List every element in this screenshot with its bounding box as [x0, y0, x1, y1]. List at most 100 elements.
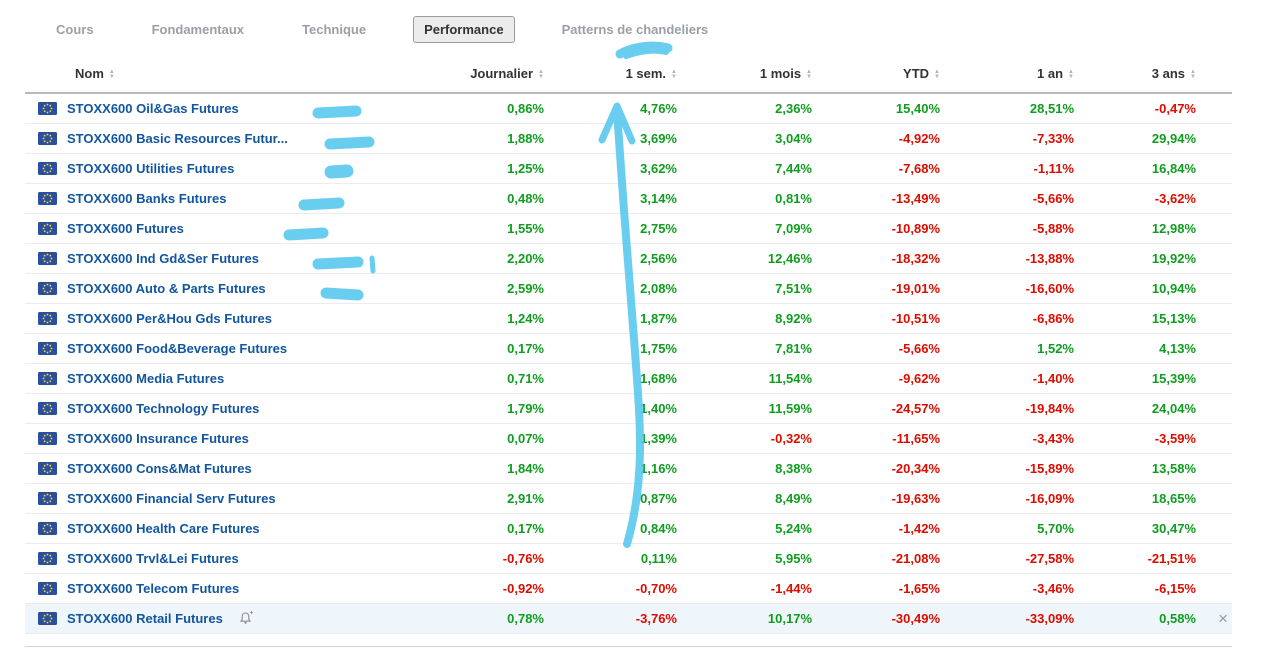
value-cell: -15,89% — [948, 453, 1082, 484]
column-label: YTD — [903, 66, 930, 81]
tab-technique[interactable]: Technique — [291, 16, 377, 43]
alert-bell-plus-icon[interactable] — [239, 611, 254, 625]
column-header-1-mois[interactable]: 1 mois ▲ ▼ — [685, 55, 820, 94]
instrument-cell: STOXX600 Ind Gd&Ser Futures — [25, 251, 430, 266]
tab-patterns-de-chandeliers[interactable]: Patterns de chandeliers — [551, 16, 720, 43]
instrument-name[interactable]: STOXX600 Health Care Futures — [67, 520, 260, 536]
value-cell: -1,11% — [948, 153, 1082, 184]
value-cell: 7,51% — [685, 273, 820, 304]
row-actions-cell — [1204, 573, 1232, 604]
table-row[interactable]: STOXX600 Banks Futures 0,48% 3,14% 0,81% -13… — [25, 183, 1232, 214]
instrument-name[interactable]: STOXX600 Auto & Parts Futures — [67, 280, 266, 296]
table-row[interactable]: STOXX600 Futures 1,55% 2,75% 7,09% -10,89% -5… — [25, 213, 1232, 244]
table-row[interactable]: STOXX600 Media Futures 0,71% 1,68% 11,54% -9… — [25, 363, 1232, 394]
instrument-cell: STOXX600 Media Futures — [25, 371, 430, 386]
table-row[interactable]: STOXX600 Technology Futures 1,79% 1,40% 11,… — [25, 393, 1232, 424]
instrument-name[interactable]: STOXX600 Telecom Futures — [67, 580, 240, 596]
table-header: Nom ▲ ▼ Journalier ▲ ▼ 1 sem. ▲ ▼ 1 mois ▲ ▼ YTD ▲ ▼ 1 … — [25, 55, 1232, 94]
table-row[interactable]: STOXX600 Food&Beverage Futures 0,17% 1,75%… — [25, 333, 1232, 364]
eu-flag-icon — [38, 191, 57, 205]
eu-flag-icon — [38, 401, 57, 415]
value-cell: 3,62% — [552, 153, 685, 184]
value-cell: -1,44% — [685, 573, 820, 604]
value-cell: 15,39% — [1082, 363, 1204, 394]
sort-icon[interactable]: ▲ ▼ — [1190, 68, 1196, 80]
value-cell: 11,59% — [685, 393, 820, 424]
eu-flag-icon — [38, 161, 57, 175]
close-icon[interactable]: × — [1218, 608, 1228, 628]
sort-icon[interactable]: ▲ ▼ — [108, 68, 115, 80]
instrument-name[interactable]: STOXX600 Trvl&Lei Futures — [67, 550, 239, 566]
instrument-name[interactable]: STOXX600 Ind Gd&Ser Futures — [67, 250, 259, 266]
instrument-name[interactable]: STOXX600 Food&Beverage Futures — [67, 340, 288, 356]
row-actions-cell — [1204, 273, 1232, 304]
instrument-name[interactable]: STOXX600 Utilities Futures — [67, 160, 235, 176]
table-row[interactable]: STOXX600 Retail Futures 0,78% -3,76% 10,17%… — [25, 603, 1232, 634]
instrument-cell: STOXX600 Per&Hou Gds Futures — [25, 311, 430, 326]
value-cell: -0,47% — [1082, 93, 1204, 124]
sort-icon[interactable]: ▲ ▼ — [671, 68, 677, 80]
value-cell: 1,24% — [430, 303, 552, 334]
instrument-name[interactable]: STOXX600 Per&Hou Gds Futures — [67, 310, 272, 326]
table-row[interactable]: STOXX600 Telecom Futures -0,92% -0,70% -1,4… — [25, 573, 1232, 604]
column-header-nom[interactable]: Nom ▲ ▼ — [25, 55, 430, 94]
table-row[interactable]: STOXX600 Utilities Futures 1,25% 3,62% 7,44… — [25, 153, 1232, 184]
sort-icon[interactable]: ▲ ▼ — [538, 68, 544, 80]
table-row[interactable]: STOXX600 Insurance Futures 0,07% 1,39% -0,3… — [25, 423, 1232, 454]
row-actions-cell — [1204, 453, 1232, 484]
table-row[interactable]: STOXX600 Trvl&Lei Futures -0,76% 0,11% 5,95… — [25, 543, 1232, 574]
value-cell: -3,76% — [552, 603, 685, 634]
sort-icon[interactable]: ▲ ▼ — [1068, 68, 1074, 80]
column-header-ytd[interactable]: YTD ▲ ▼ — [820, 55, 948, 94]
column-header-1-sem[interactable]: 1 sem. ▲ ▼ — [552, 55, 685, 94]
value-cell: 12,98% — [1082, 213, 1204, 244]
row-actions-cell — [1204, 483, 1232, 514]
value-cell: 0,81% — [685, 183, 820, 214]
table-row[interactable]: STOXX600 Health Care Futures 0,17% 0,84% 5,… — [25, 513, 1232, 544]
instrument-cell: STOXX600 Health Care Futures — [25, 521, 430, 536]
value-cell: 0,86% — [430, 93, 552, 124]
value-cell: -6,86% — [948, 303, 1082, 334]
table-row[interactable]: STOXX600 Auto & Parts Futures 2,59% 2,08% 7… — [25, 273, 1232, 304]
instrument-name[interactable]: STOXX600 Banks Futures — [67, 190, 227, 206]
column-header-3-ans[interactable]: 3 ans ▲ ▼ — [1082, 55, 1204, 94]
instrument-cell: STOXX600 Banks Futures — [25, 191, 430, 206]
value-cell: 1,75% — [552, 333, 685, 364]
instrument-name[interactable]: STOXX600 Technology Futures — [67, 400, 260, 416]
value-cell: 2,75% — [552, 213, 685, 244]
value-cell: 0,71% — [430, 363, 552, 394]
table-row[interactable]: STOXX600 Cons&Mat Futures 1,84% 1,16% 8,38%… — [25, 453, 1232, 484]
instrument-name[interactable]: STOXX600 Oil&Gas Futures — [67, 100, 239, 116]
sort-icon[interactable]: ▲ ▼ — [934, 68, 940, 80]
value-cell: 28,51% — [948, 93, 1082, 124]
table-row[interactable]: STOXX600 Oil&Gas Futures 0,86% 4,76% 2,36% 1… — [25, 93, 1232, 124]
row-actions-cell — [1204, 513, 1232, 544]
table-row[interactable]: STOXX600 Basic Resources Futur... 1,88% 3,… — [25, 123, 1232, 154]
row-actions-cell — [1204, 393, 1232, 424]
value-cell: 10,17% — [685, 603, 820, 634]
column-header-journalier[interactable]: Journalier ▲ ▼ — [430, 55, 552, 94]
instrument-cell: STOXX600 Trvl&Lei Futures — [25, 551, 430, 566]
row-actions-cell — [1204, 363, 1232, 394]
tab-cours[interactable]: Cours — [45, 16, 105, 43]
table-row[interactable]: STOXX600 Financial Serv Futures 2,91% 0,87… — [25, 483, 1232, 514]
value-cell: 24,04% — [1082, 393, 1204, 424]
sort-icon[interactable]: ▲ ▼ — [806, 68, 812, 80]
column-header-1-an[interactable]: 1 an ▲ ▼ — [948, 55, 1082, 94]
instrument-name[interactable]: STOXX600 Cons&Mat Futures — [67, 460, 252, 476]
value-cell: -0,76% — [430, 543, 552, 574]
tab-performance[interactable]: Performance — [413, 16, 515, 43]
table-row[interactable]: STOXX600 Per&Hou Gds Futures 1,24% 1,87% 8,… — [25, 303, 1232, 334]
value-cell: 2,56% — [552, 243, 685, 274]
futures-performance-table: Nom ▲ ▼ Journalier ▲ ▼ 1 sem. ▲ ▼ 1 mois ▲ ▼ YTD ▲ ▼ 1 … — [25, 55, 1232, 634]
instrument-name[interactable]: STOXX600 Basic Resources Futur... — [67, 130, 288, 146]
tab-fondamentaux[interactable]: Fondamentaux — [141, 16, 255, 43]
instrument-name[interactable]: STOXX600 Financial Serv Futures — [67, 490, 276, 506]
table-row[interactable]: STOXX600 Ind Gd&Ser Futures 2,20% 2,56% 12,… — [25, 243, 1232, 274]
instrument-name[interactable]: STOXX600 Insurance Futures — [67, 430, 249, 446]
instrument-name[interactable]: STOXX600 Retail Futures — [67, 610, 223, 626]
instrument-name[interactable]: STOXX600 Media Futures — [67, 370, 225, 386]
eu-flag-icon — [38, 491, 57, 505]
instrument-name[interactable]: STOXX600 Futures — [67, 220, 184, 236]
value-cell: -4,92% — [820, 123, 948, 154]
